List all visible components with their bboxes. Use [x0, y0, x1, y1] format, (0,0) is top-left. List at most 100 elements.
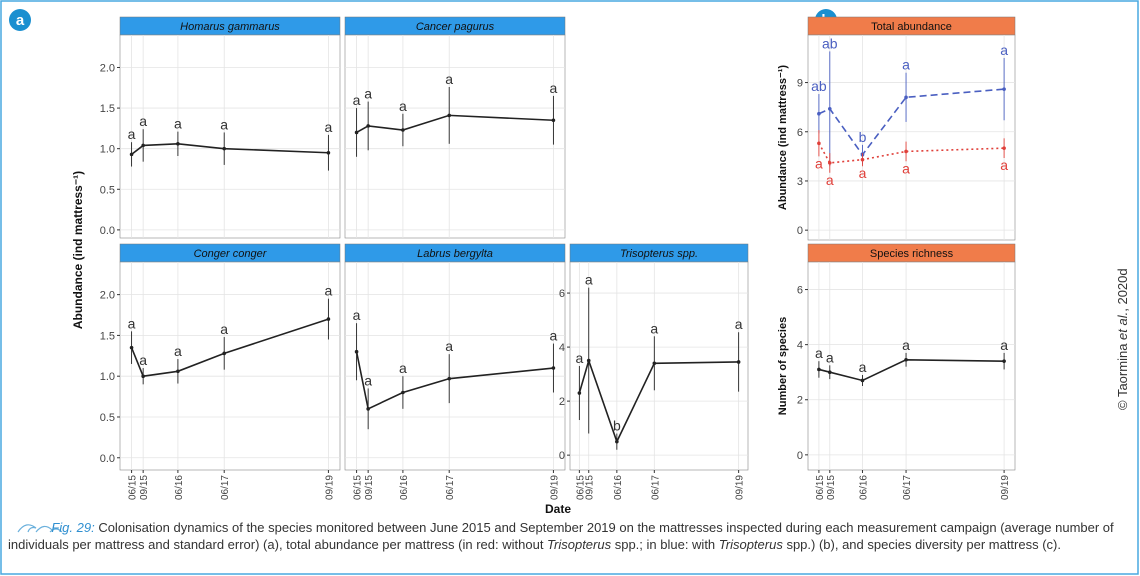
- group-letter: a: [550, 80, 558, 96]
- point: [222, 351, 227, 356]
- point: [447, 376, 452, 381]
- point: [326, 317, 331, 321]
- plot-area: [119, 261, 341, 471]
- point: [652, 361, 657, 366]
- group-letter: a: [1000, 337, 1008, 353]
- caption-text: Trisopterus: [547, 537, 612, 552]
- group-letter: a: [139, 352, 147, 368]
- y-tick-label: 1.5: [100, 103, 115, 115]
- plot-area: [807, 34, 1016, 241]
- point: [447, 113, 452, 118]
- x-tick-label: 06/16: [613, 475, 624, 500]
- plot-area: [344, 261, 566, 471]
- panel-label: a: [16, 12, 25, 29]
- group-letter: a: [220, 321, 228, 337]
- strip-title: Conger conger: [194, 248, 268, 260]
- plot-area: [344, 34, 566, 239]
- group-letter: a: [364, 86, 372, 102]
- group-letter: a: [575, 350, 583, 366]
- x-tick-label: 06/17: [220, 475, 231, 500]
- x-tick-label: 06/17: [650, 475, 661, 500]
- point: [176, 369, 180, 374]
- group-letter: a: [128, 315, 136, 331]
- x-tick-label: 09/15: [364, 475, 375, 500]
- y-axis-title: Abundance (ind mattress⁻¹): [777, 65, 789, 210]
- x-tick-label: 06/16: [174, 475, 185, 500]
- x-tick-label: 06/17: [445, 475, 456, 500]
- y-tick-label: 3: [797, 176, 803, 188]
- x-tick-label: 09/15: [585, 475, 596, 500]
- y-tick-label: 2.0: [100, 290, 115, 302]
- y-tick-label: 2: [797, 395, 803, 407]
- point: [1002, 146, 1006, 150]
- x-tick-label: 06/15: [353, 475, 364, 500]
- y-tick-label: 4: [797, 340, 803, 352]
- point: [1002, 87, 1006, 91]
- plot-area: [807, 261, 1016, 471]
- group-letter: a: [902, 57, 910, 73]
- x-tick-label: 06/16: [399, 475, 410, 500]
- group-letter: a: [445, 71, 453, 87]
- point: [615, 439, 619, 444]
- point: [551, 118, 556, 123]
- point: [586, 358, 591, 363]
- point: [1002, 359, 1006, 363]
- y-tick-label: 0: [797, 225, 803, 237]
- group-letter: a: [445, 338, 453, 354]
- panel-badge: [9, 9, 31, 31]
- point: [904, 149, 908, 154]
- group-letter: a: [174, 343, 182, 359]
- caption-text: Fig. 29:: [51, 520, 95, 535]
- point: [577, 391, 582, 395]
- group-letter: a: [220, 116, 228, 132]
- y-tick-label: 0.5: [100, 184, 115, 196]
- group-letter: a: [815, 155, 823, 171]
- point: [860, 157, 865, 162]
- point: [817, 111, 821, 116]
- caption-text: Colonisation dynamics of the species mon…: [8, 520, 1114, 552]
- strip-title: Homarus gammarus: [180, 21, 280, 33]
- credit-text: , 2020d: [1115, 268, 1130, 311]
- group-letter: a: [826, 172, 834, 188]
- group-letter: a: [826, 349, 834, 365]
- x-tick-label: 09/15: [826, 475, 837, 500]
- y-axis-title: Abundance (ind mattress⁻¹): [71, 171, 85, 329]
- point: [817, 141, 821, 146]
- plot-area: [569, 261, 749, 471]
- point: [736, 360, 741, 364]
- group-letter: a: [902, 337, 910, 353]
- y-tick-label: 1.0: [100, 144, 115, 156]
- x-tick-label: 06/17: [902, 475, 913, 500]
- x-tick-label: 09/19: [324, 475, 335, 500]
- point: [222, 146, 227, 151]
- strip-title: Trisopterus spp.: [620, 248, 698, 260]
- y-tick-label: 1.5: [100, 330, 115, 342]
- y-tick-label: 6: [559, 288, 565, 300]
- point: [354, 130, 359, 135]
- group-letter: ab: [822, 35, 838, 51]
- point: [827, 107, 832, 111]
- group-letter: a: [650, 320, 658, 336]
- group-letter: a: [859, 359, 867, 375]
- point: [827, 161, 832, 165]
- group-letter: a: [325, 283, 333, 299]
- x-tick-label: 09/19: [549, 475, 560, 500]
- point: [860, 378, 865, 383]
- group-letter: b: [859, 129, 867, 145]
- x-tick-label: 06/15: [575, 475, 586, 500]
- x-tick-label: 09/19: [1000, 475, 1011, 500]
- group-letter: a: [585, 272, 593, 288]
- credit-text: et al.: [1115, 312, 1130, 340]
- group-letter: a: [353, 92, 361, 108]
- caption-text: spp.; in blue: with: [611, 537, 719, 552]
- y-tick-label: 6: [797, 285, 803, 297]
- plot-area: [119, 34, 341, 239]
- group-letter: a: [1000, 157, 1008, 173]
- group-letter: a: [325, 119, 333, 135]
- x-tick-label: 06/15: [128, 475, 139, 500]
- x-tick-label: 06/15: [815, 475, 826, 500]
- y-tick-label: 9: [797, 78, 803, 90]
- group-letter: b: [613, 418, 621, 434]
